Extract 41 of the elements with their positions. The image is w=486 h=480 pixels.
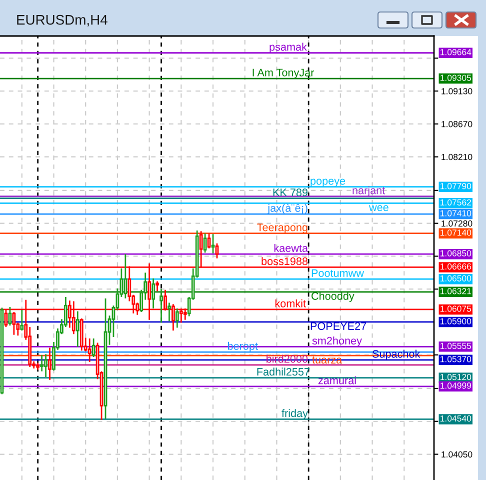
ref-line-label: Fadhil2557	[257, 368, 310, 376]
ref-line-label: zamurai	[318, 376, 356, 384]
text: 1.06666	[440, 263, 472, 270]
text: 1.07140	[440, 229, 472, 236]
text: 1.07790	[440, 183, 472, 190]
text: 1.09305	[440, 74, 472, 81]
text: 1.06500	[440, 275, 472, 282]
text: 1.07410	[440, 210, 472, 216]
text: 1.09664	[440, 49, 472, 56]
ref-line-label: I Am TonyJar	[252, 68, 314, 79]
y-tick-label: 1.09130	[442, 88, 472, 94]
y-tick-label: 1.04050	[442, 451, 472, 458]
text: 1.04540	[440, 415, 472, 422]
ref-line-label: boss1988	[262, 257, 308, 266]
ref-line-label: kaewta	[274, 244, 308, 252]
text: 1.05555	[440, 342, 472, 350]
ref-line-label: friday	[282, 409, 308, 420]
ref-line-label: sm2honey	[312, 336, 362, 347]
text: 1.07562	[440, 199, 472, 206]
ref-line-label: Teerapong	[257, 224, 308, 234]
ref-line-label: POPEYE27	[310, 322, 366, 330]
text: 1.05370	[440, 356, 472, 362]
ref-line-label: wee	[368, 205, 388, 212]
ref-line-label: narjant	[352, 186, 386, 196]
ref-line-label: Chooddy	[312, 292, 354, 302]
text: 1.04999	[440, 382, 472, 389]
text: 1.06850	[440, 250, 472, 256]
y-tick-label: 1.08210	[442, 154, 472, 160]
text: 1.06321	[440, 288, 472, 294]
y-tick-label: 1.08670	[442, 121, 472, 128]
ref-line-label: KK 789	[273, 188, 308, 196]
text: 1.05120	[440, 374, 472, 380]
y-tick-label: 1.07280	[442, 220, 472, 227]
text: 1.06075	[440, 306, 472, 312]
ref-line-label: Pootumww	[312, 269, 364, 277]
chart-title: EURUSDm,H4	[17, 14, 108, 26]
ref-line-label: komkit	[275, 299, 306, 308]
ref-line-label: jax(à¨ê¡)	[267, 204, 308, 214]
ref-line-label: popeye	[310, 178, 346, 187]
ref-line-label: psamak	[270, 42, 307, 53]
text: 1.05900	[440, 318, 472, 324]
